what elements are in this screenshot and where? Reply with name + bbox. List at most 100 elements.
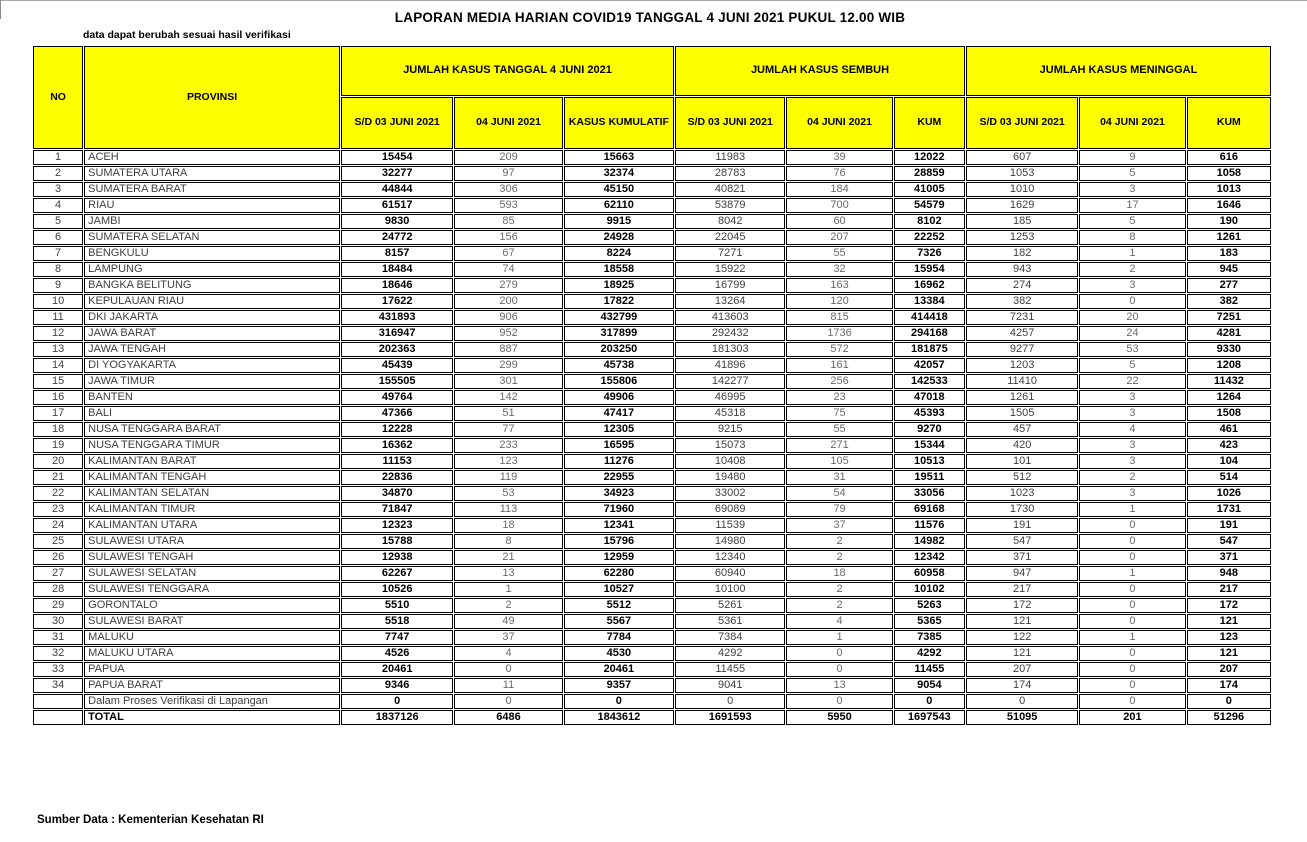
cell-meninggal-kum: 1508: [1186, 406, 1271, 421]
cell-kasus-kumulatif: 18558: [563, 262, 675, 277]
cell-meninggal-04: 1: [1079, 566, 1186, 581]
cell-meninggal-sd: 943: [965, 262, 1079, 277]
cell-sembuh-kum: 181875: [893, 342, 965, 357]
cell-no: 11: [33, 310, 84, 325]
cell-meninggal-04: 3: [1079, 406, 1186, 421]
cell-no: 2: [33, 166, 84, 181]
cell-meninggal-sd: 101: [965, 454, 1079, 469]
cell-kasus-kumulatif: 432799: [563, 310, 675, 325]
cell-no: 15: [33, 374, 84, 389]
cell-provinsi: TOTAL: [84, 710, 340, 725]
cell-provinsi: JAWA TENGAH: [84, 342, 340, 357]
cell-sembuh-04: 207: [786, 230, 893, 245]
cell-sembuh-sd: 413603: [675, 310, 786, 325]
table-row: 17 BALI 47366 51 47417 45318 75 45393 1505 3 1508: [33, 406, 1271, 421]
table-row: 34 PAPUA BARAT 9346 11 9357 9041 13 9054 174 0 174: [33, 678, 1271, 693]
verification-note: data dapat berubah sesuai hasil verifika…: [83, 29, 291, 41]
cell-no: 24: [33, 518, 84, 533]
cell-meninggal-kum: 191: [1186, 518, 1271, 533]
cell-sembuh-kum: 13384: [893, 294, 965, 309]
cell-kasus-04: 156: [454, 230, 563, 245]
cell-sembuh-04: 37: [786, 518, 893, 533]
cell-kasus-04: 18: [454, 518, 563, 533]
cell-kasus-sd: 8157: [340, 246, 454, 261]
table-row: 3 SUMATERA BARAT 44844 306 45150 40821 184 4100…: [33, 182, 1271, 197]
cell-kasus-04: 142: [454, 390, 563, 405]
cell-kasus-04: 11: [454, 678, 563, 693]
cell-provinsi: PAPUA: [84, 662, 340, 677]
cell-sembuh-04: 815: [786, 310, 893, 325]
cell-sembuh-sd: 46995: [675, 390, 786, 405]
cell-kasus-kumulatif: 20461: [563, 662, 675, 677]
cell-kasus-kumulatif: 1843612: [563, 710, 675, 725]
cell-kasus-sd: 12228: [340, 422, 454, 437]
cell-sembuh-kum: 22252: [893, 230, 965, 245]
cell-kasus-04: 85: [454, 214, 563, 229]
cell-sembuh-04: 271: [786, 438, 893, 453]
cell-meninggal-04: 0: [1079, 614, 1186, 629]
cell-meninggal-kum: 382: [1186, 294, 1271, 309]
cell-sembuh-04: 700: [786, 198, 893, 213]
table-row: 33 PAPUA 20461 0 20461 11455 0 11455 207 0 207: [33, 662, 1271, 677]
cell-sembuh-sd: 15073: [675, 438, 786, 453]
cell-provinsi: SULAWESI TENGGARA: [84, 582, 340, 597]
cell-sembuh-kum: 42057: [893, 358, 965, 373]
cell-sembuh-sd: 8042: [675, 214, 786, 229]
cell-meninggal-kum: 1058: [1186, 166, 1271, 181]
cell-meninggal-04: 24: [1079, 326, 1186, 341]
cell-meninggal-04: 0: [1079, 534, 1186, 549]
column-subheader-3: S/D 03 JUNI 2021: [675, 97, 786, 149]
cell-sembuh-sd: 13264: [675, 294, 786, 309]
cell-kasus-04: 306: [454, 182, 563, 197]
cell-meninggal-04: 0: [1079, 598, 1186, 613]
cell-provinsi: NUSA TENGGARA BARAT: [84, 422, 340, 437]
cell-kasus-04: 97: [454, 166, 563, 181]
cell-sembuh-04: 0: [786, 646, 893, 661]
cell-no: 18: [33, 422, 84, 437]
cell-sembuh-04: 55: [786, 422, 893, 437]
cell-meninggal-04: 5: [1079, 358, 1186, 373]
column-subheader-2: KASUS KUMULATIF: [563, 97, 675, 149]
cell-kasus-04: 4: [454, 646, 563, 661]
table-row: 10 KEPULAUAN RIAU 17622 200 17822 13264 120 133…: [33, 294, 1271, 309]
cell-sembuh-kum: 7385: [893, 630, 965, 645]
cell-meninggal-sd: 1505: [965, 406, 1079, 421]
column-subheader-8: KUM: [1186, 97, 1271, 149]
cell-meninggal-sd: 11410: [965, 374, 1079, 389]
cell-sembuh-kum: 1697543: [893, 710, 965, 725]
cell-kasus-04: 2: [454, 598, 563, 613]
cell-sembuh-04: 161: [786, 358, 893, 373]
cell-sembuh-kum: 7326: [893, 246, 965, 261]
cell-no: 31: [33, 630, 84, 645]
cell-kasus-sd: 44844: [340, 182, 454, 197]
table-row: 21 KALIMANTAN TENGAH 22836 119 22955 19480 31 1…: [33, 470, 1271, 485]
cell-kasus-kumulatif: 12959: [563, 550, 675, 565]
cell-meninggal-sd: 1023: [965, 486, 1079, 501]
cell-kasus-04: 593: [454, 198, 563, 213]
cell-meninggal-04: 22: [1079, 374, 1186, 389]
cell-meninggal-kum: 277: [1186, 278, 1271, 293]
cell-kasus-04: 299: [454, 358, 563, 373]
cell-kasus-kumulatif: 5512: [563, 598, 675, 613]
cell-sembuh-kum: 14982: [893, 534, 965, 549]
cell-sembuh-sd: 5361: [675, 614, 786, 629]
cell-sembuh-sd: 181303: [675, 342, 786, 357]
cell-kasus-04: 200: [454, 294, 563, 309]
table-row: 16 BANTEN 49764 142 49906 46995 23 47018 1261 3 12…: [33, 390, 1271, 405]
cell-meninggal-sd: 121: [965, 614, 1079, 629]
cell-kasus-sd: 49764: [340, 390, 454, 405]
cell-meninggal-sd: 121: [965, 646, 1079, 661]
cell-kasus-sd: 61517: [340, 198, 454, 213]
cell-meninggal-kum: 547: [1186, 534, 1271, 549]
cell-kasus-04: 77: [454, 422, 563, 437]
table-row: 4 RIAU 61517 593 62110 53879 700 54579 1629 17 164…: [33, 198, 1271, 213]
cell-kasus-sd: 45439: [340, 358, 454, 373]
cell-sembuh-sd: 22045: [675, 230, 786, 245]
cell-sembuh-04: 79: [786, 502, 893, 517]
cell-sembuh-kum: 9270: [893, 422, 965, 437]
cell-no: 25: [33, 534, 84, 549]
cell-meninggal-sd: 607: [965, 150, 1079, 165]
cell-no: 16: [33, 390, 84, 405]
cell-meninggal-kum: 4281: [1186, 326, 1271, 341]
